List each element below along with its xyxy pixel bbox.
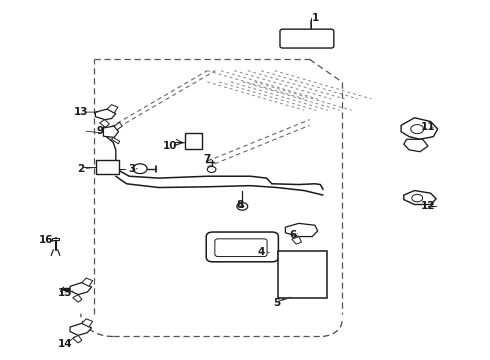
FancyBboxPatch shape [280, 29, 334, 48]
Text: 16: 16 [39, 235, 53, 245]
FancyBboxPatch shape [215, 239, 267, 257]
Circle shape [133, 164, 147, 174]
Text: 6: 6 [290, 230, 297, 240]
Circle shape [241, 205, 244, 207]
Text: 5: 5 [274, 298, 281, 307]
Circle shape [237, 203, 247, 210]
FancyBboxPatch shape [96, 161, 119, 174]
Text: 11: 11 [421, 122, 435, 132]
Polygon shape [103, 126, 119, 138]
Polygon shape [82, 319, 93, 327]
Polygon shape [401, 118, 438, 139]
FancyBboxPatch shape [278, 251, 327, 298]
Text: 7: 7 [204, 154, 211, 164]
Polygon shape [73, 294, 82, 302]
Text: 15: 15 [57, 288, 72, 298]
Text: 1: 1 [311, 13, 318, 23]
Polygon shape [114, 122, 122, 130]
Polygon shape [70, 323, 92, 336]
Polygon shape [285, 223, 318, 237]
Polygon shape [99, 120, 109, 127]
Text: 12: 12 [421, 201, 435, 211]
Text: 13: 13 [74, 107, 88, 117]
Polygon shape [96, 109, 116, 120]
Text: 2: 2 [77, 164, 84, 174]
Polygon shape [404, 190, 436, 204]
Circle shape [207, 166, 216, 172]
Text: 3: 3 [128, 164, 136, 174]
Text: 10: 10 [162, 141, 177, 151]
Polygon shape [73, 336, 82, 343]
Polygon shape [112, 138, 120, 144]
Text: 14: 14 [57, 339, 72, 349]
Polygon shape [52, 238, 59, 240]
Polygon shape [107, 105, 118, 113]
Text: 9: 9 [96, 126, 103, 136]
Text: 8: 8 [236, 199, 243, 210]
Polygon shape [82, 278, 93, 286]
Circle shape [412, 194, 423, 202]
Circle shape [411, 125, 424, 134]
FancyBboxPatch shape [206, 232, 278, 262]
Polygon shape [70, 283, 92, 294]
FancyBboxPatch shape [185, 133, 202, 149]
Text: 4: 4 [257, 247, 265, 257]
Polygon shape [404, 139, 428, 152]
Polygon shape [292, 237, 301, 244]
